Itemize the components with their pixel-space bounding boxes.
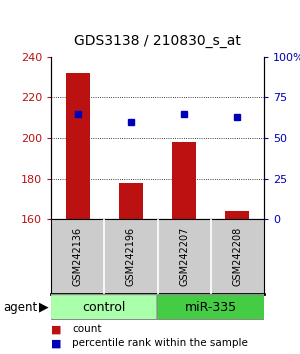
Text: GDS3138 / 210830_s_at: GDS3138 / 210830_s_at [74, 34, 241, 48]
Text: GSM242196: GSM242196 [126, 227, 136, 286]
Text: control: control [82, 301, 126, 314]
Text: ■: ■ [51, 324, 62, 334]
Text: miR-335: miR-335 [185, 301, 237, 314]
Text: ■: ■ [51, 338, 62, 348]
Text: ▶: ▶ [39, 301, 49, 314]
Bar [66, 73, 90, 219]
FancyBboxPatch shape [157, 295, 265, 320]
Text: agent: agent [3, 301, 37, 314]
Bar [172, 142, 196, 219]
Text: GSM242207: GSM242207 [179, 227, 189, 286]
Text: percentile rank within the sample: percentile rank within the sample [72, 338, 248, 348]
Text: GSM242208: GSM242208 [232, 227, 242, 286]
Text: GSM242136: GSM242136 [73, 227, 82, 286]
Bar [225, 211, 249, 219]
Text: count: count [72, 324, 101, 334]
Bar [119, 183, 143, 219]
FancyBboxPatch shape [50, 295, 158, 320]
